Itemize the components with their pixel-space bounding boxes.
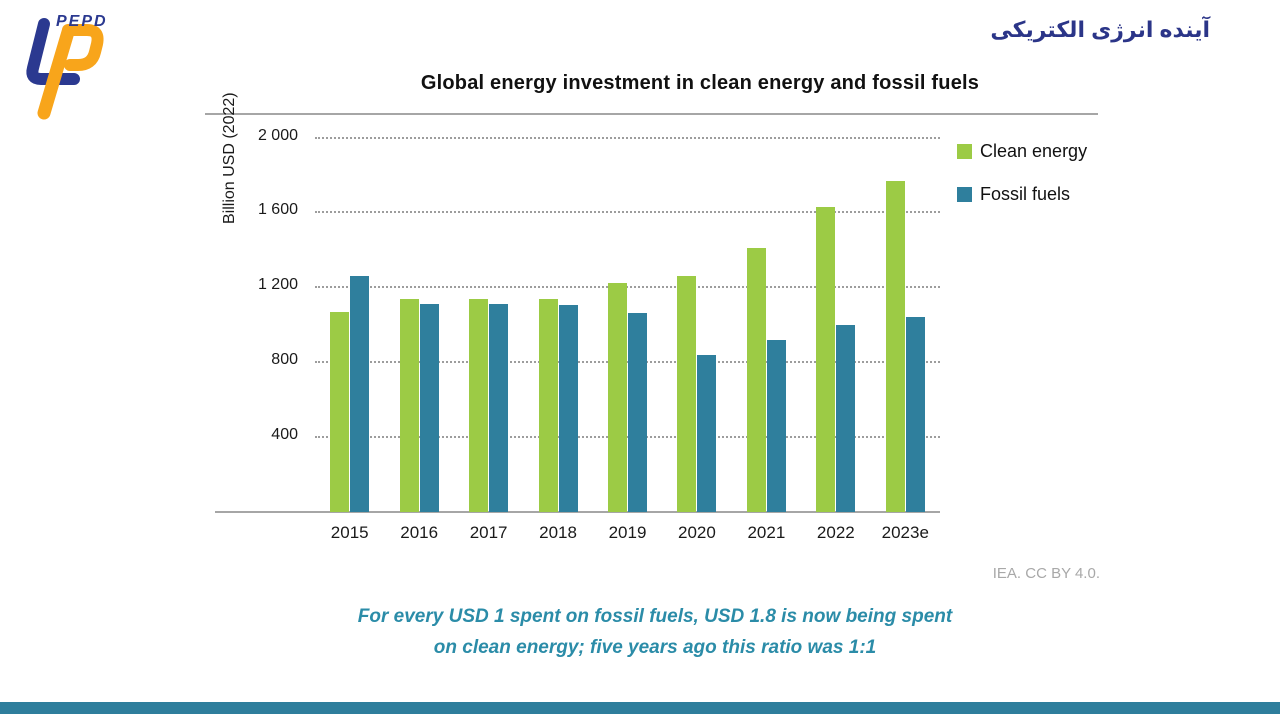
- legend-item-fossil-fuels: Fossil fuels: [957, 184, 1087, 205]
- caption-line-1: For every USD 1 spent on fossil fuels, U…: [357, 606, 953, 627]
- bar-fossil-fuels-2020: [697, 354, 717, 512]
- bar-clean-energy-2019: [608, 282, 627, 512]
- gridline-400: [315, 436, 940, 439]
- bar-clean-energy-2015: [330, 311, 350, 512]
- legend-label: Fossil fuels: [980, 184, 1071, 204]
- x-label-2021: 2021: [747, 523, 786, 542]
- bar-fossil-fuels-2023e: [905, 317, 925, 512]
- legend-swatch-icon: [957, 144, 972, 159]
- bar-clean-energy-2020: [677, 276, 697, 512]
- bar-fossil-fuels-2021: [766, 339, 786, 512]
- x-label-2023e: 2023e: [881, 523, 929, 542]
- x-axis-line: [215, 511, 940, 513]
- bar-fossil-fuels-2016: [419, 304, 439, 512]
- x-label-2022: 2022: [816, 523, 855, 542]
- x-label-2019: 2019: [608, 523, 647, 542]
- x-label-2016: 2016: [400, 523, 439, 542]
- logo-letter-p-stem: [37, 25, 75, 120]
- gridline-2000: [315, 136, 940, 139]
- bar-clean-energy-2022: [816, 206, 836, 512]
- y-tick-label-800: 800: [271, 351, 298, 369]
- gridline-1200: [315, 286, 940, 289]
- bar-clean-energy-2021: [746, 247, 766, 512]
- x-label-2015: 2015: [330, 523, 369, 542]
- footer-accent-bar: [0, 702, 1280, 714]
- chart-title: Global energy investment in clean energy…: [420, 72, 980, 94]
- x-label-2017: 2017: [469, 523, 508, 542]
- bar-clean-energy-2018: [538, 298, 558, 512]
- legend-label: Clean energy: [980, 141, 1088, 161]
- bar-clean-energy-2023e: [885, 180, 905, 512]
- legend-swatch-icon: [957, 187, 972, 202]
- bar-fossil-fuels-2022: [836, 324, 856, 512]
- y-tick-label-2000: 2 000: [257, 126, 298, 144]
- y-tick-label-1600: 1 600: [257, 201, 298, 219]
- bar-clean-energy-2017: [469, 299, 489, 512]
- logo-text: PEPD: [56, 13, 108, 30]
- bar-fossil-fuels-2015: [350, 276, 370, 512]
- farsi-heading: آینده انرژی الکتریکی: [990, 17, 1210, 42]
- legend-item-clean-energy: Clean energy: [957, 141, 1087, 162]
- pepd-logo: PEPD: [26, 13, 108, 120]
- bar-fossil-fuels-2017: [489, 304, 509, 512]
- y-tick-label-1200: 1 200: [257, 276, 298, 294]
- gridline-1600: [315, 211, 940, 214]
- caption: For every USD 1 spent on fossil fuels, U…: [155, 601, 1155, 663]
- bar-clean-energy-2016: [399, 299, 419, 512]
- caption-line-2: on clean energy; five years ago this rat…: [433, 637, 877, 658]
- bar-fossil-fuels-2019: [628, 312, 647, 512]
- bar-fossil-fuels-2018: [558, 305, 578, 512]
- y-tick-label-400: 400: [271, 426, 298, 444]
- logo-letter-p-bowl: [62, 24, 104, 71]
- legend: Clean energy Fossil fuels: [957, 141, 1087, 227]
- logo-letter-l: [26, 18, 80, 85]
- chart-top-border: [205, 113, 1098, 115]
- x-label-2020: 2020: [678, 523, 716, 542]
- gridline-800: [315, 361, 940, 364]
- source-attribution: IEA. CC BY 4.0.: [992, 565, 1100, 582]
- x-label-2018: 2018: [539, 523, 577, 542]
